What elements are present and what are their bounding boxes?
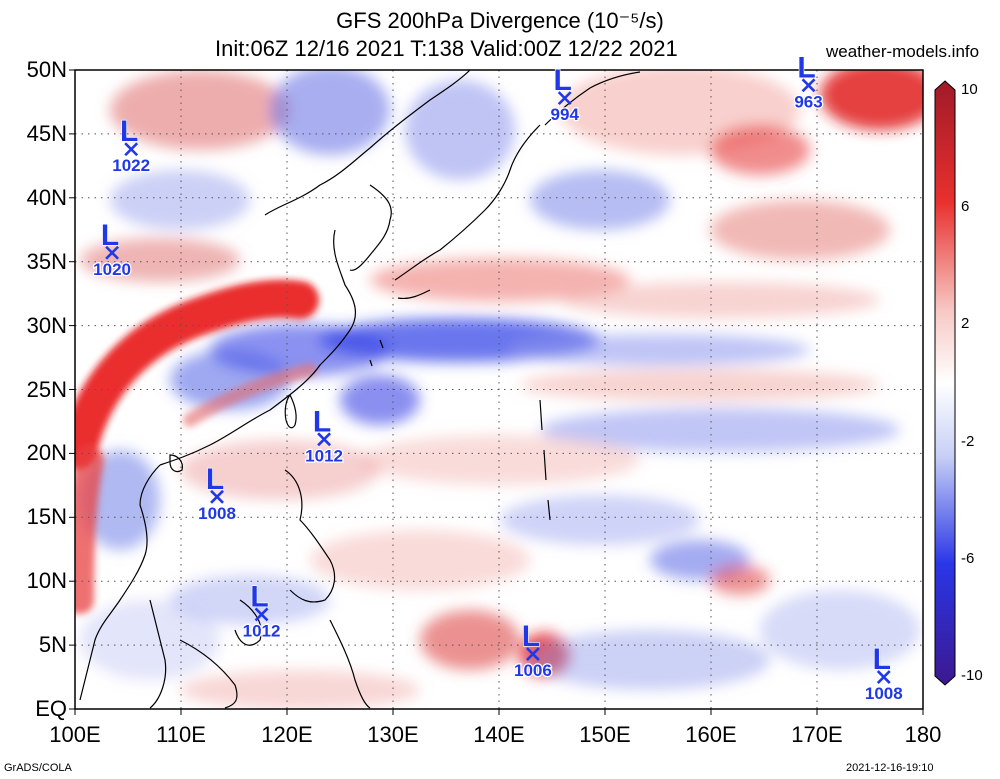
low-marker: L 1012 — [241, 580, 281, 642]
lat-label: 30N — [26, 312, 67, 338]
lon-label: 100E — [49, 722, 101, 747]
lon-label: 160E — [685, 722, 737, 747]
lat-label: 50N — [26, 57, 67, 82]
low-pressure-value: 1008 — [865, 684, 903, 703]
lat-label: 45N — [26, 120, 67, 146]
low-center-cross — [557, 91, 572, 106]
colorbar — [934, 80, 956, 686]
lat-label: 40N — [26, 184, 67, 210]
lat-label: 15N — [26, 504, 67, 530]
lon-label: 120E — [261, 722, 313, 747]
grid-lines — [75, 70, 923, 709]
low-pressure-value: 963 — [794, 92, 822, 111]
coastlines — [79, 70, 641, 709]
lat-label: 20N — [26, 440, 67, 466]
colorbar-label: 10 — [961, 81, 978, 98]
low-center-cross — [124, 142, 139, 157]
low-pressure-value: 994 — [551, 105, 580, 124]
low-marker: L 1022 — [111, 115, 151, 177]
low-center-cross — [105, 245, 120, 260]
colorbar-label: 2 — [961, 315, 970, 333]
axis-ticks — [69, 69, 924, 715]
credit-text: GrADS/COLA — [4, 762, 72, 774]
lat-label: 10N — [26, 568, 67, 594]
low-marker: L 1012 — [304, 405, 344, 467]
timestamp-text: 2021-12-16-19:10 — [846, 762, 934, 774]
divergence-field — [75, 70, 923, 709]
lon-label: 150E — [579, 722, 631, 747]
low-pressure-value: 1022 — [112, 156, 150, 175]
low-pressure-markers: L 1022 L 1020 L 994 L 963 L 1012 L 1008 L 1012 L 1006 L 1… — [92, 51, 904, 705]
lat-label: 35N — [26, 248, 67, 274]
title-line-2: Init:06Z 12/16 2021 T:138 Valid:00Z 12/2… — [215, 36, 678, 61]
low-center-cross — [210, 489, 224, 504]
colorbar-label: -6 — [961, 549, 975, 567]
lat-label: 5N — [38, 632, 67, 658]
red-arc — [75, 279, 319, 614]
low-marker: L 994 — [549, 64, 580, 126]
low-letter: L — [120, 115, 138, 148]
colorbar-label: 6 — [961, 198, 970, 216]
field-blobs — [80, 70, 923, 709]
colorbar-ramp — [934, 80, 956, 686]
low-center-cross — [801, 78, 816, 93]
site-name: weather-models.info — [826, 42, 980, 61]
title-line-1: GFS 200hPa Divergence (10⁻⁵/s) — [336, 8, 664, 33]
low-marker: L 1020 — [92, 218, 132, 280]
low-letter: L — [206, 463, 224, 496]
low-center-cross — [876, 670, 891, 684]
low-pressure-value: 1008 — [198, 504, 236, 523]
low-letter: L — [313, 405, 331, 438]
colorbar-label: -2 — [961, 432, 975, 450]
low-center-cross — [254, 607, 269, 622]
low-marker: L 1008 — [197, 462, 237, 524]
low-letter: L — [797, 51, 815, 84]
low-pressure-value: 1020 — [93, 260, 131, 279]
low-letter: L — [554, 64, 572, 97]
colorbar-label: -10 — [961, 667, 983, 684]
low-letter: L — [873, 643, 891, 676]
lon-label: 110E — [156, 722, 206, 747]
lon-label: 140E — [473, 722, 525, 747]
low-marker: L 963 — [793, 51, 824, 113]
lat-label: EQ — [35, 696, 67, 721]
low-pressure-value: 1006 — [514, 661, 552, 680]
lat-label: 25N — [26, 376, 67, 402]
lon-label: 130E — [367, 722, 419, 747]
low-center-cross — [317, 432, 332, 447]
low-marker: L 1008 — [864, 642, 904, 704]
low-pressure-value: 1012 — [305, 446, 343, 465]
low-letter: L — [522, 620, 540, 653]
low-letter: L — [101, 219, 119, 252]
lon-label: 180 — [904, 722, 942, 747]
low-pressure-value: 1012 — [243, 621, 281, 640]
low-letter: L — [250, 580, 268, 613]
lon-label: 170E — [791, 722, 843, 747]
low-marker: L 1006 — [513, 619, 553, 681]
low-center-cross — [526, 647, 540, 661]
